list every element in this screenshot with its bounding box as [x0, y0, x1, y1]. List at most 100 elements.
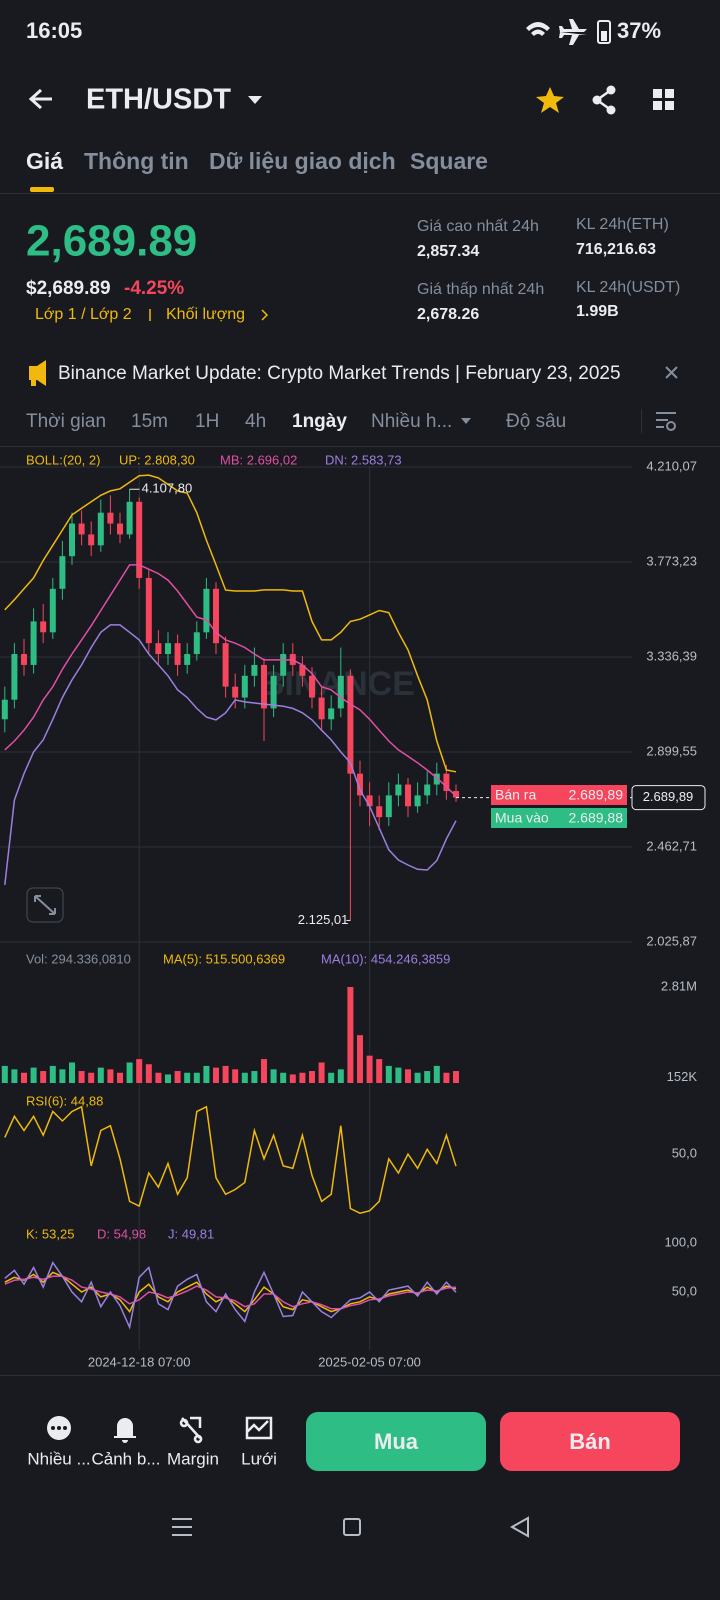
action-label[interactable]: Nhiều ... [27, 1449, 90, 1468]
interval-active[interactable]: 1ngày [292, 411, 347, 432]
indicator-label: DN: 2.583,73 [325, 452, 402, 467]
tag[interactable]: Khối lượng [166, 306, 245, 323]
stat-label: Giá thấp nhất 24h [417, 281, 544, 298]
sell-button[interactable] [500, 1412, 680, 1471]
volume-bar [289, 1074, 296, 1083]
candle-body [424, 784, 431, 796]
interval[interactable]: Nhiều h... [371, 411, 452, 432]
candle-body [241, 675, 248, 698]
candle-body [395, 784, 402, 796]
indicator-line [4, 564, 457, 797]
share-icon[interactable] [592, 85, 616, 115]
candle-body [184, 654, 191, 665]
volume-bar [280, 1072, 287, 1083]
volume-bar [433, 1065, 440, 1083]
buy-button-label[interactable]: Mua [374, 1429, 419, 1454]
candle-body [299, 664, 306, 676]
annotation-label: 2.125,01 [298, 912, 349, 927]
nav-home[interactable] [343, 1518, 361, 1536]
announcement[interactable]: Binance Market Update: Crypto Market Tre… [58, 363, 621, 384]
tag[interactable]: Lớp 1 / Lớp 2 [35, 306, 132, 323]
indicator-label: RSI(6): 44,88 [26, 1093, 103, 1108]
volume-bar [30, 1067, 37, 1083]
sell-price: 2.689,89 [569, 787, 624, 803]
indicator-line [4, 624, 457, 886]
action-label[interactable]: Margin [167, 1449, 219, 1468]
divider [0, 1375, 720, 1376]
indicator-label: Vol: 294.336,0810 [26, 951, 131, 966]
candle-body [136, 501, 143, 578]
y-tick-label: 2.899,55 [646, 743, 697, 758]
candle-body [126, 501, 133, 535]
volume-bar [69, 1062, 75, 1083]
stat-value: 2,857.34 [417, 243, 479, 260]
candle-body [414, 795, 421, 807]
volume-bar [213, 1067, 219, 1083]
margin-icon[interactable] [179, 1416, 203, 1444]
sell-button-label[interactable]: Bán [569, 1429, 611, 1454]
volume-bar [59, 1069, 66, 1083]
chart-settings[interactable] [656, 412, 676, 428]
indicator-label: D: 54,98 [97, 1226, 146, 1241]
candle-body [385, 795, 392, 818]
action-label[interactable]: Cảnh b... [92, 1449, 161, 1468]
y-tick-label: 2.025,87 [646, 933, 697, 948]
candle-body [155, 643, 162, 655]
candle-body [270, 675, 277, 709]
close-announcement[interactable] [665, 366, 678, 379]
last-price-box [631, 785, 706, 811]
volume-bar [261, 1059, 267, 1083]
pair-dropdown[interactable] [248, 96, 262, 104]
x-tick-label: 2024-12-18 07:00 [88, 1354, 191, 1369]
stat-value: 1.99B [576, 303, 619, 320]
volume-bar [232, 1069, 239, 1083]
tab[interactable]: Giá [26, 148, 63, 174]
interval[interactable]: 1H [195, 411, 219, 432]
candle-body [30, 621, 37, 665]
tab[interactable]: Square [410, 148, 488, 174]
volume-bar [222, 1065, 229, 1083]
favorite-star[interactable] [536, 87, 564, 113]
tab-indicator [30, 187, 54, 192]
stat-label: KL 24h(USDT) [576, 279, 680, 296]
candle-body [357, 773, 363, 796]
grid-bot-icon[interactable] [245, 1416, 273, 1440]
sell-box [491, 785, 627, 805]
battery-level: 37% [617, 18, 661, 43]
chart-settings-gear[interactable] [666, 421, 676, 431]
interval[interactable]: 4h [245, 411, 266, 432]
volume-bar [78, 1071, 85, 1083]
stat-value: 2,678.26 [417, 306, 479, 323]
buy-label: Mua vào [495, 810, 549, 826]
menu-grid-icon[interactable] [653, 89, 674, 110]
volume-bar [117, 1072, 123, 1083]
back-button[interactable] [28, 88, 52, 110]
volume-bar [270, 1069, 277, 1083]
interval[interactable]: 15m [131, 411, 168, 432]
interval[interactable]: Độ sâu [506, 411, 566, 432]
sell-label: Bán ra [495, 787, 536, 803]
candle-body [213, 588, 219, 644]
candle-body [1, 699, 8, 720]
nav-recents[interactable] [172, 1518, 192, 1536]
volume-bar [309, 1071, 315, 1083]
tab[interactable]: Dữ liệu giao dịch [209, 148, 396, 174]
action-label[interactable]: Lưới [241, 1449, 277, 1468]
alert-icon[interactable] [114, 1418, 136, 1443]
price-change: -4.25% [124, 278, 184, 299]
volume-bar [49, 1065, 56, 1083]
candle-body [49, 588, 56, 633]
indicator-line [4, 1261, 457, 1330]
tab[interactable]: Thông tin [84, 148, 189, 174]
buy-price: 2.689,88 [569, 810, 624, 826]
indicator-label: UP: 2.808,30 [119, 452, 195, 467]
interval[interactable]: Thời gian [26, 411, 106, 432]
fullscreen-button[interactable] [26, 887, 64, 923]
indicator-line [4, 1275, 457, 1310]
status-icons [526, 19, 611, 45]
interval-dropdown[interactable] [461, 418, 471, 424]
nav-back[interactable] [509, 1516, 529, 1538]
pair-title[interactable]: ETH/USDT [86, 84, 231, 116]
buy-button[interactable] [306, 1412, 486, 1471]
